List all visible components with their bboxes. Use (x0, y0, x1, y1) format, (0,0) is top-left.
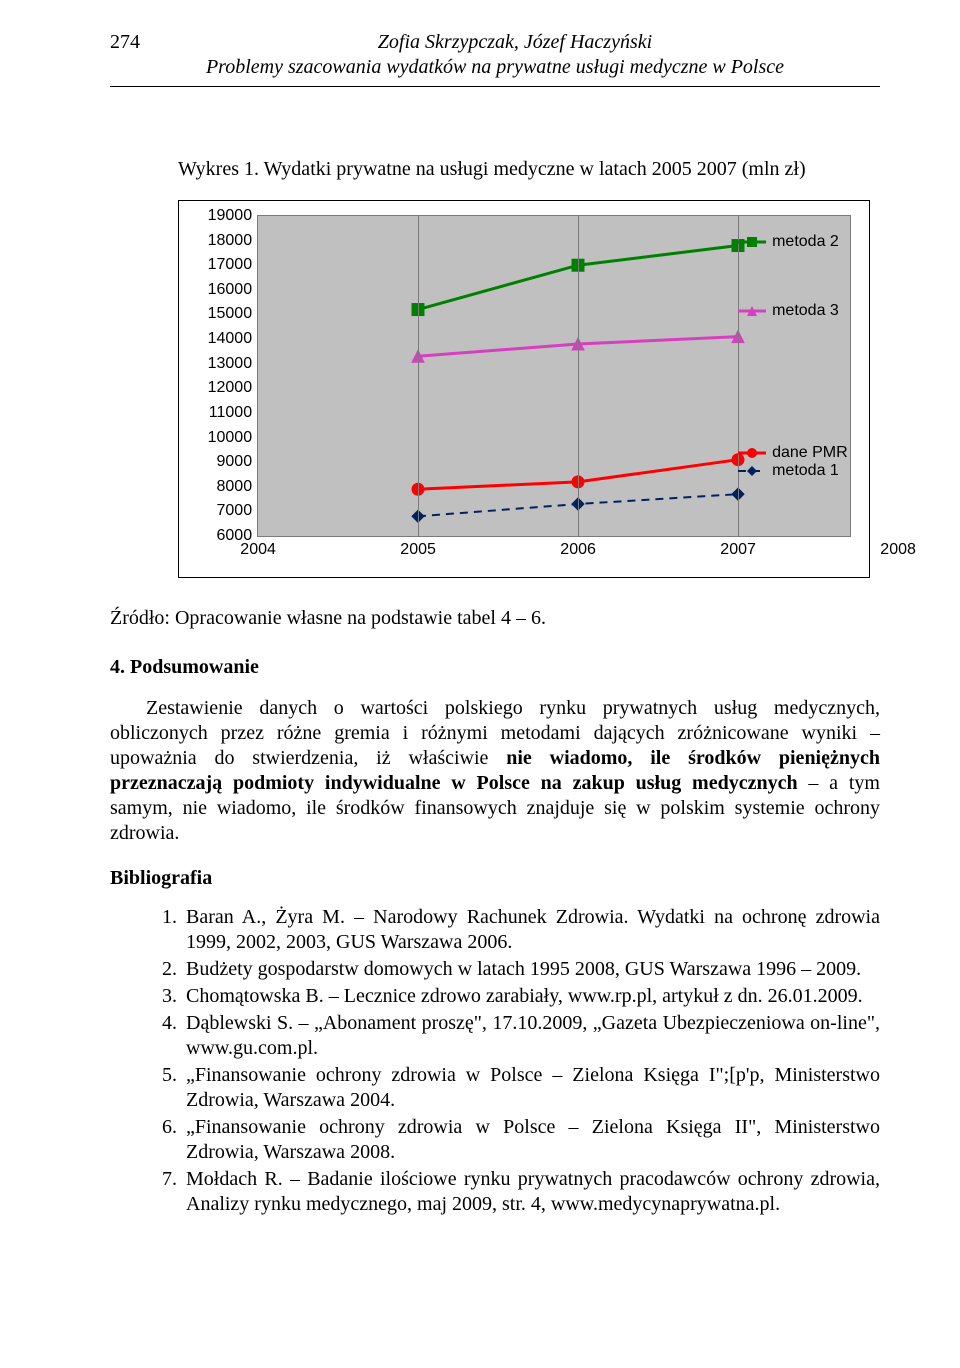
bibliography-list: Baran A., Żyra M. – Narodowy Rachunek Zd… (146, 905, 880, 1217)
chart-y-tick: 14000 (208, 329, 259, 349)
bibliography-item: Budżety gospodarstw domowych w latach 19… (182, 957, 880, 982)
chart-x-tick: 2004 (240, 536, 276, 560)
chart-x-gridline (738, 216, 739, 536)
page-number: 274 (110, 30, 150, 55)
chart-legend-metoda1: metoda 1 (738, 461, 839, 481)
summary-paragraph: Zestawienie danych o wartości polskiego … (110, 696, 880, 846)
bibliography-item: „Finansowanie ochrony zdrowia w Polsce –… (182, 1063, 880, 1113)
bibliography-item: Mołdach R. – Badanie ilościowe rynku pry… (182, 1167, 880, 1217)
running-header: 274 Zofia Skrzypczak, Józef Haczyński Pr… (110, 30, 880, 87)
chart-y-tick: 17000 (208, 255, 259, 275)
chart-y-tick: 9000 (217, 452, 259, 472)
summary-bold-span: nie wiadomo, ile środków pieniężnych prz… (110, 747, 880, 794)
chart-x-gridline (578, 216, 579, 536)
chart-y-tick: 12000 (208, 378, 259, 398)
chart-x-tick: 2005 (400, 536, 436, 560)
chart-y-tick: 19000 (208, 206, 259, 226)
bibliography-item: Dąblewski S. – „Abonament proszę", 17.10… (182, 1011, 880, 1061)
bibliography-item: Chomątowska B. – Lecznice zdrowo zarabia… (182, 984, 880, 1009)
chart-legend-label: metoda 1 (772, 461, 839, 481)
chart-legend-metoda3: metoda 3 (738, 301, 839, 321)
chart-y-tick: 16000 (208, 280, 259, 300)
chart-y-tick: 10000 (208, 428, 259, 448)
bibliography-item: „Finansowanie ochrony zdrowia w Polsce –… (182, 1115, 880, 1165)
chart-y-tick: 8000 (217, 477, 259, 497)
chart-frame: 6000700080009000100001100012000130001400… (178, 200, 870, 578)
chart-x-tick: 2008 (880, 536, 916, 560)
header-rule (110, 86, 880, 87)
chart-y-tick: 15000 (208, 304, 259, 324)
section-heading: 4. Podsumowanie (110, 655, 880, 680)
chart-legend-metoda2: metoda 2 (738, 232, 839, 252)
figure-source: Źródło: Opracowanie własne na podstawie … (110, 606, 880, 631)
chart-x-tick: 2007 (720, 536, 756, 560)
figure-caption: Wykres 1. Wydatki prywatne na usługi med… (178, 157, 880, 182)
header-authors: Zofia Skrzypczak, Józef Haczyński (150, 30, 880, 55)
chart-y-tick: 7000 (217, 501, 259, 521)
chart-y-tick: 11000 (209, 403, 258, 423)
chart-legend-label: metoda 3 (772, 301, 839, 321)
chart-legend-label: metoda 2 (772, 232, 839, 252)
page: 274 Zofia Skrzypczak, Józef Haczyński Pr… (0, 0, 960, 1269)
chart-y-tick: 18000 (208, 231, 259, 251)
chart-x-tick: 2006 (560, 536, 596, 560)
chart-plot-area: 6000700080009000100001100012000130001400… (257, 215, 851, 537)
bibliography-heading: Bibliografia (110, 866, 880, 891)
header-subtitle: Problemy szacowania wydatków na prywatne… (110, 55, 880, 80)
chart-x-gridline (418, 216, 419, 536)
chart-y-tick: 13000 (208, 354, 259, 374)
bibliography-item: Baran A., Żyra M. – Narodowy Rachunek Zd… (182, 905, 880, 955)
